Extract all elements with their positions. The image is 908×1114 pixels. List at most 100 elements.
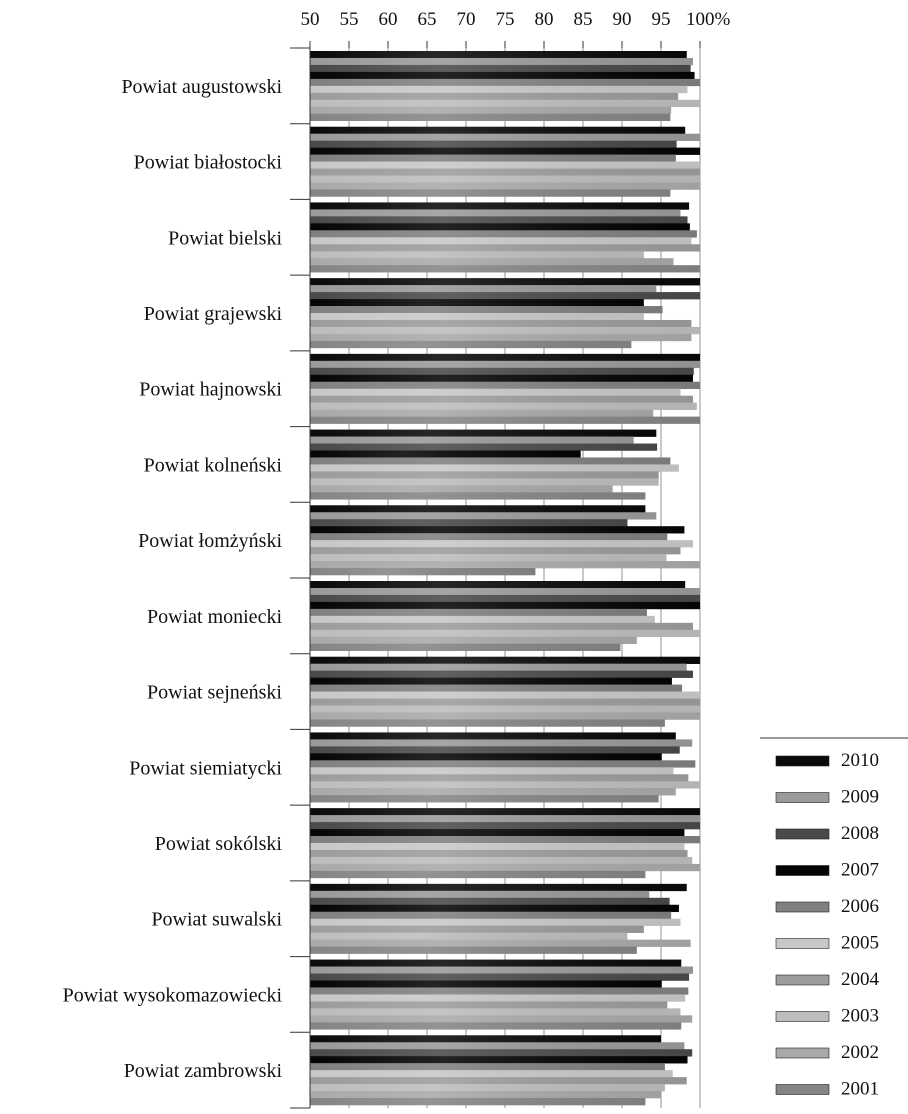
bar-shade (310, 932, 628, 940)
bar-shade (310, 1091, 661, 1099)
bar-shade (310, 994, 686, 1002)
bar-shade (310, 367, 694, 376)
bar-shade (310, 980, 662, 988)
x-tick-label: 85 (574, 9, 593, 30)
bar-shade (310, 897, 670, 906)
bar-shade (310, 601, 700, 610)
legend-label: 2002 (841, 1042, 879, 1063)
legend-label: 2004 (841, 969, 880, 990)
bar-shade (310, 526, 685, 534)
bar-shade (310, 1022, 682, 1030)
bar-shade (310, 464, 679, 472)
legend-swatch (775, 1011, 830, 1022)
bar-shade (310, 753, 662, 761)
category-label: Powiat grajewski (144, 303, 283, 325)
bar-shade (310, 691, 700, 699)
bar-shade (310, 106, 672, 115)
bar-shade (310, 622, 693, 631)
bar-shade (310, 533, 668, 541)
bar-shade (310, 519, 628, 527)
legend-swatch (775, 901, 830, 913)
bar-shade (310, 1084, 665, 1092)
bar-shade (310, 684, 683, 692)
bar-shade (310, 223, 690, 231)
bar-shade (310, 732, 676, 740)
bar-shade (310, 258, 674, 266)
category-label: Powiat białostocki (134, 152, 283, 174)
bar-shade (310, 216, 688, 224)
bar-shade (310, 436, 634, 444)
x-tick-label: 60 (379, 9, 398, 30)
bar-shade (310, 333, 692, 342)
bar-shade (310, 540, 693, 548)
bar-shade (310, 973, 690, 981)
bar-shade (310, 1001, 668, 1009)
legend-label: 2006 (841, 896, 879, 917)
category-labels: Powiat augustowski Powiat białostocki Powi… (63, 76, 283, 1082)
bar-shade (310, 883, 687, 892)
bar-shade (310, 471, 659, 479)
bar-shade (310, 57, 693, 66)
legend-swatch (775, 1084, 830, 1095)
x-axis-ticks: 50 55 60 65 70 75 80 85 90 95 100% (301, 9, 731, 48)
category-label: Powiat zambrowski (124, 1060, 283, 1082)
bar-shade (310, 767, 674, 775)
bar-shade (310, 189, 671, 197)
category-label: Powiat sejneński (147, 682, 282, 704)
bar-shade (310, 705, 700, 713)
bar-shade (310, 677, 672, 685)
bar-shade (310, 1098, 646, 1106)
category-label: Powiat wysokomazowiecki (63, 984, 283, 1006)
bar-shade (310, 244, 700, 252)
bar-shade (310, 568, 536, 576)
bar-shade (310, 822, 700, 830)
bar-shade (310, 643, 621, 652)
category-label: Powiat sokólski (155, 833, 283, 855)
bar-shade (310, 863, 700, 872)
bar-shade (310, 237, 692, 245)
bar-shade (310, 561, 700, 569)
bar-shade (310, 175, 700, 183)
bar-shade (310, 51, 687, 59)
x-tick-label: 65 (418, 9, 437, 30)
category-label: Powiat siemiatycki (129, 757, 282, 779)
bar-shade (310, 1056, 688, 1064)
bar-shade (310, 416, 700, 424)
x-tick-label: 55 (340, 9, 359, 30)
legend-swatch (775, 792, 830, 803)
bar-shade (310, 719, 665, 727)
bar-shade (310, 168, 700, 176)
bar-shade (310, 147, 700, 155)
x-tick-label: 95 (652, 9, 671, 30)
category-label: Powiat augustowski (121, 76, 282, 98)
legend-swatch (775, 938, 830, 949)
bar-shade (310, 402, 697, 410)
bar-shade (310, 285, 657, 293)
bar-shade (310, 663, 687, 671)
bar-shade (310, 381, 700, 390)
bar-shade (310, 340, 632, 349)
category-label: Powiat kolneński (144, 454, 283, 476)
bar-shade (310, 939, 691, 947)
bar-shade (310, 505, 646, 513)
x-tick-label: 70 (457, 9, 476, 30)
bar-shade (310, 429, 657, 437)
bar-shade (310, 492, 646, 500)
axes (290, 43, 311, 1109)
bar-shade (310, 99, 700, 108)
bar-shade (310, 1035, 661, 1043)
bar-shade (310, 629, 700, 638)
bar-shade (310, 209, 681, 217)
legend-label: 2001 (841, 1079, 879, 1100)
category-label: Powiat moniecki (147, 606, 282, 628)
bar-shade (310, 795, 659, 803)
bar-shade (310, 843, 685, 851)
bar-shade (310, 746, 680, 754)
bar-shade (310, 71, 695, 80)
legend-swatch (775, 828, 830, 840)
bar-shade (310, 360, 700, 369)
legend-label: 2005 (841, 933, 879, 954)
bar-shade (310, 230, 697, 238)
bar-shade (310, 299, 644, 307)
